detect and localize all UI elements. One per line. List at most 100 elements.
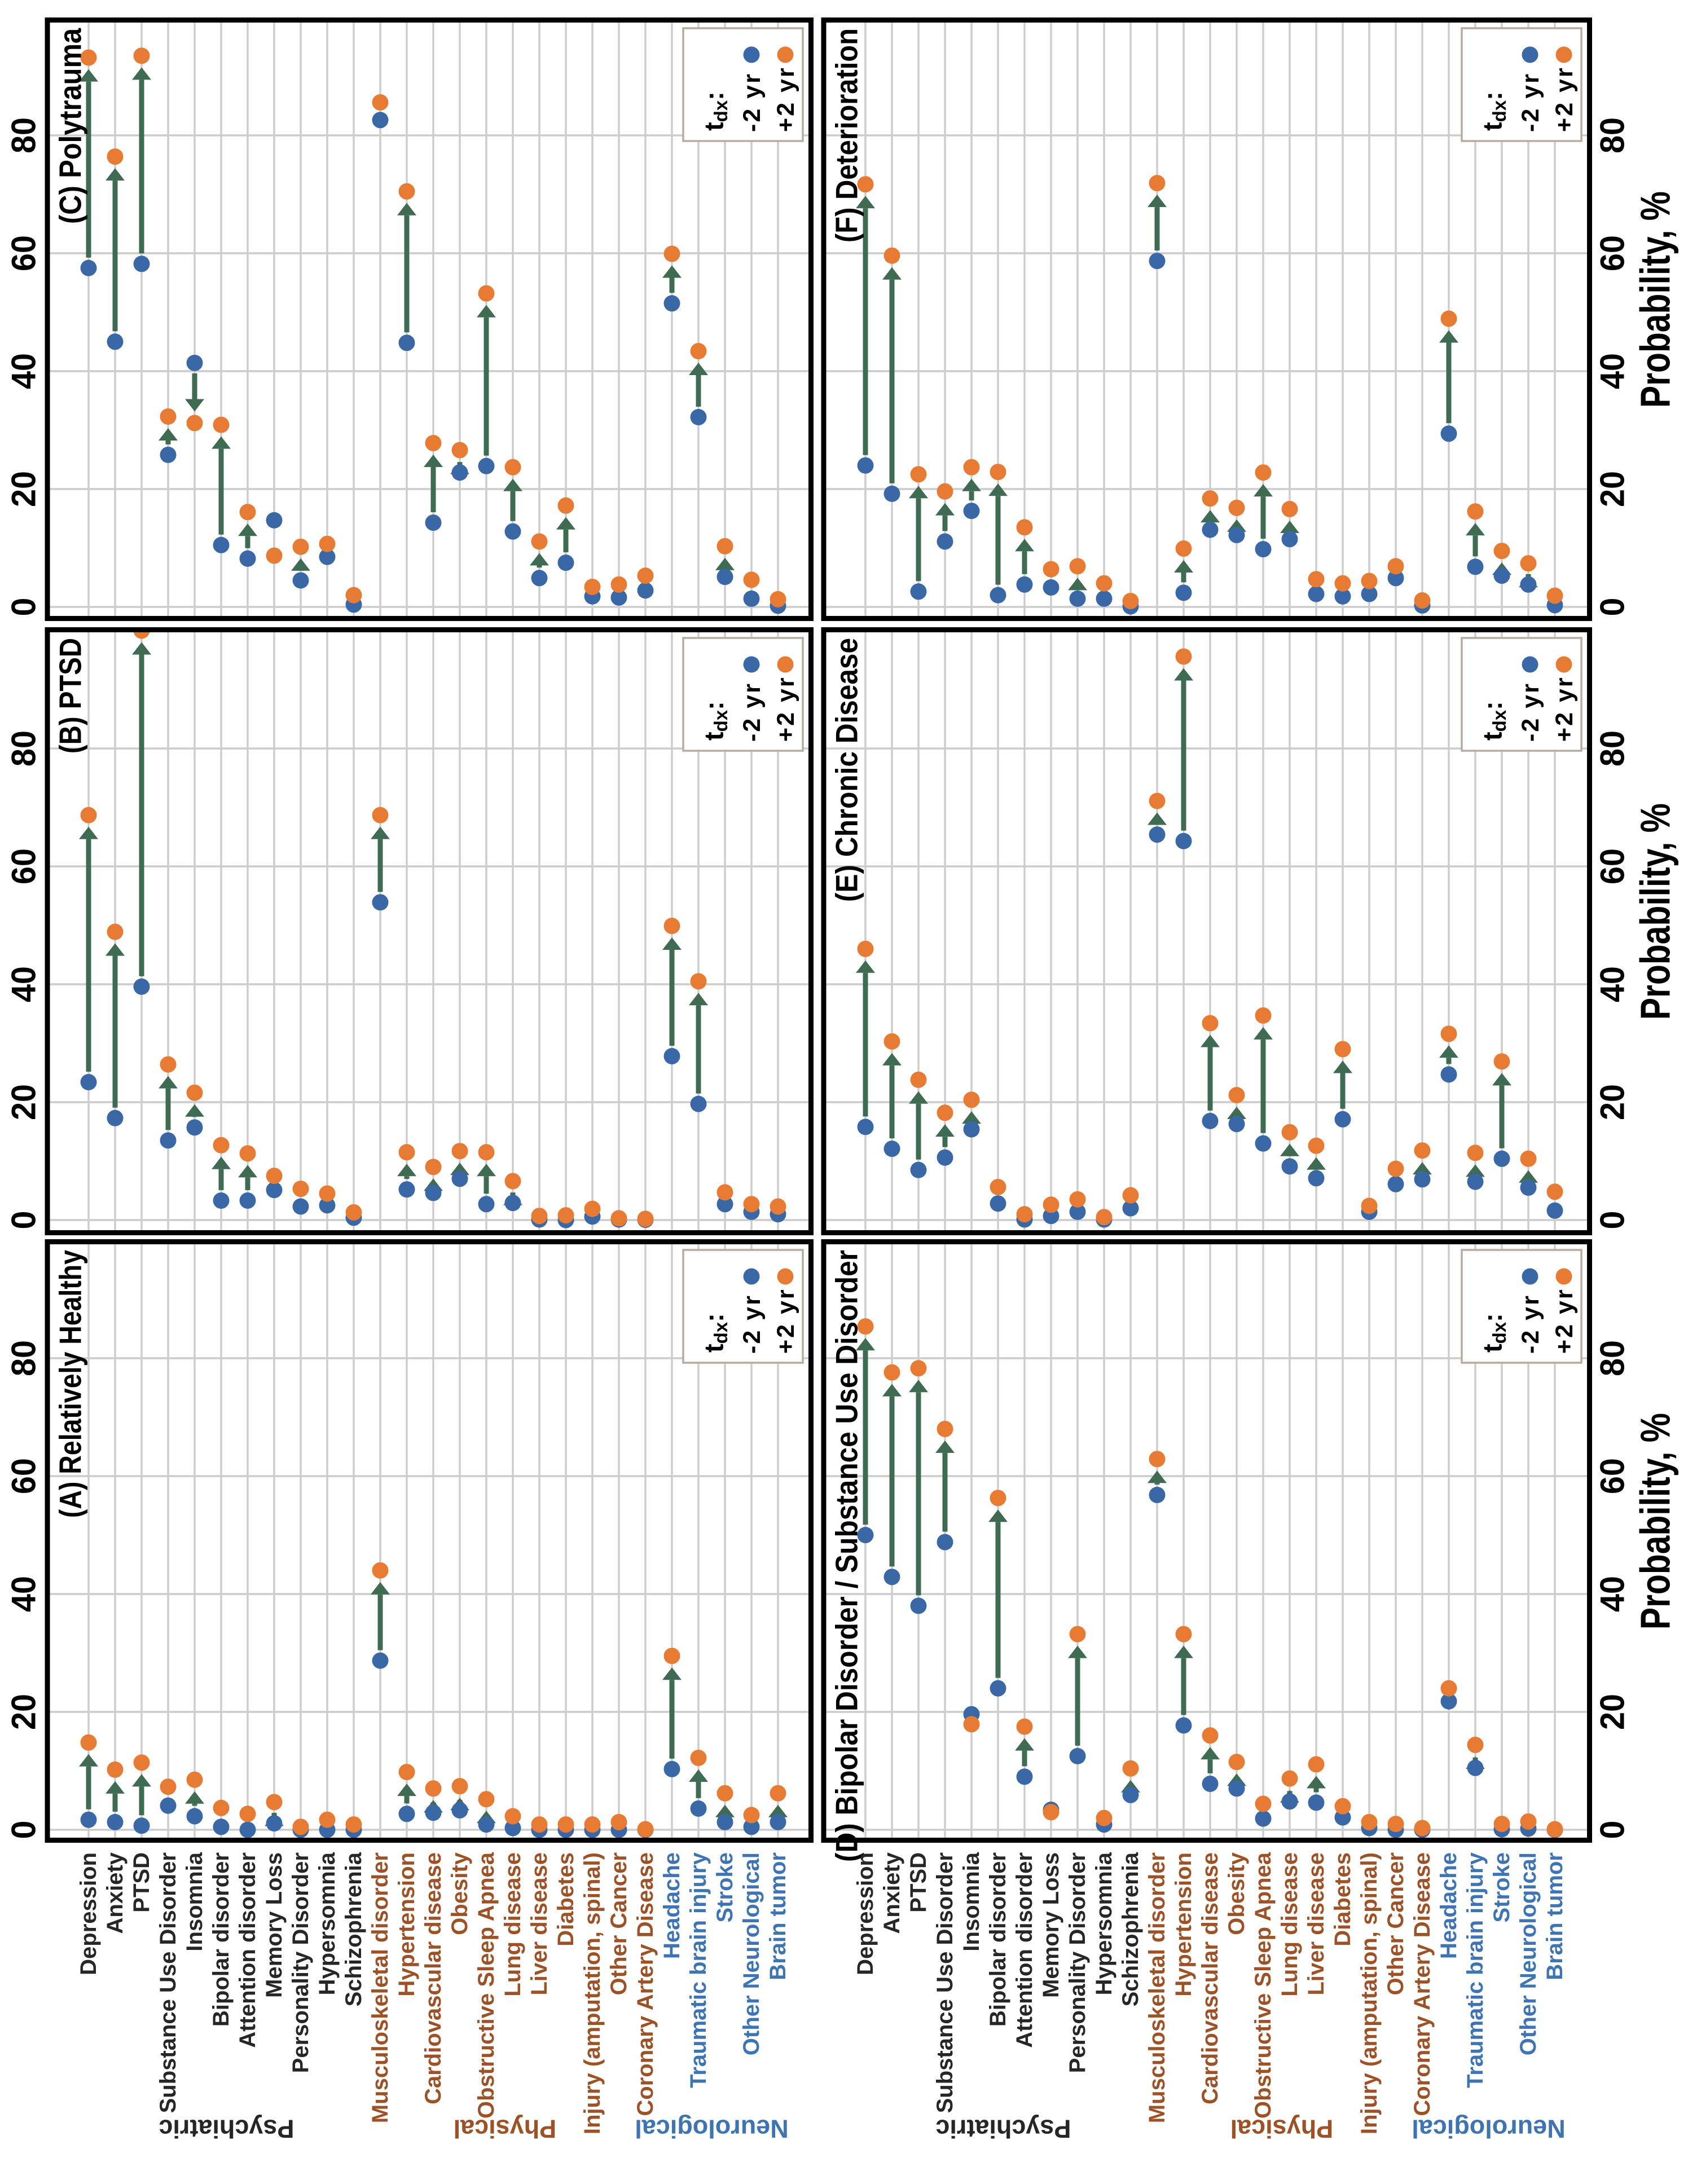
svg-text:60: 60 — [1594, 1458, 1632, 1494]
svg-text:Cardiovascular disease: Cardiovascular disease — [1198, 1852, 1223, 2104]
svg-text:20: 20 — [1594, 1084, 1632, 1120]
svg-text:Bipolar disorder: Bipolar disorder — [209, 1852, 234, 2027]
svg-text:Depression: Depression — [76, 1852, 101, 1975]
svg-text:Other Neurological: Other Neurological — [1516, 1852, 1541, 2055]
svg-text:+2 yr: +2 yr — [1551, 676, 1578, 742]
svg-text:0: 0 — [1594, 1821, 1632, 1839]
svg-text:(B) PTSD: (B) PTSD — [53, 638, 88, 754]
svg-text:40: 40 — [1594, 353, 1632, 389]
svg-text:Memory Loss: Memory Loss — [1039, 1852, 1063, 1998]
svg-text:tdx:: tdx: — [1478, 1313, 1510, 1353]
svg-text:Lung disease: Lung disease — [500, 1852, 525, 1997]
svg-text:Lung disease: Lung disease — [1277, 1852, 1302, 1997]
svg-text:0: 0 — [1594, 1211, 1632, 1230]
svg-text:0: 0 — [5, 598, 43, 617]
svg-text:Other Cancer: Other Cancer — [1383, 1852, 1408, 1995]
svg-text:-2 yr: -2 yr — [738, 682, 766, 742]
svg-text:60: 60 — [5, 1458, 43, 1494]
svg-text:(A) Relatively Healthy: (A) Relatively Healthy — [53, 1250, 88, 1518]
svg-text:20: 20 — [5, 1694, 43, 1730]
svg-text:Neurological: Neurological — [1412, 2115, 1566, 2143]
svg-text:40: 40 — [5, 353, 43, 389]
svg-text:Schizophrenia: Schizophrenia — [1118, 1852, 1143, 2006]
svg-text:+2 yr: +2 yr — [772, 1288, 799, 1354]
svg-text:Cardiovascular disease: Cardiovascular disease — [421, 1852, 446, 2104]
svg-text:Substance Use Disorder: Substance Use Disorder — [156, 1852, 181, 2113]
svg-text:Insomnia: Insomnia — [959, 1852, 984, 1951]
svg-text:Brain tumor: Brain tumor — [1542, 1852, 1567, 1980]
svg-text:0: 0 — [5, 1821, 43, 1839]
svg-text:80: 80 — [1594, 117, 1632, 153]
svg-text:Diabetes: Diabetes — [553, 1852, 578, 1947]
svg-text:Physical: Physical — [1230, 2115, 1334, 2143]
svg-text:-2 yr: -2 yr — [1517, 72, 1544, 132]
svg-text:Insomnia: Insomnia — [182, 1852, 207, 1951]
svg-text:Personality Disorder: Personality Disorder — [288, 1852, 313, 2073]
svg-text:20: 20 — [1594, 471, 1632, 507]
svg-text:Obesity: Obesity — [1224, 1852, 1249, 1935]
svg-text:40: 40 — [1594, 966, 1632, 1002]
svg-text:40: 40 — [5, 1576, 43, 1612]
svg-text:60: 60 — [1594, 848, 1632, 884]
svg-text:Hypertension: Hypertension — [394, 1852, 419, 1997]
svg-text:Headache: Headache — [1436, 1852, 1461, 1959]
svg-text:Attention disorder: Attention disorder — [1012, 1852, 1037, 2048]
svg-text:(F) Deterioration: (F) Deterioration — [829, 28, 864, 243]
svg-text:(C) Polytrauma: (C) Polytrauma — [53, 28, 88, 224]
svg-text:80: 80 — [5, 117, 43, 153]
svg-text:Musculoskeletal disorder: Musculoskeletal disorder — [1145, 1852, 1170, 2123]
svg-text:-2 yr: -2 yr — [1517, 1294, 1544, 1354]
svg-text:40: 40 — [1594, 1576, 1632, 1612]
svg-text:Injury (amputation, spinal): Injury (amputation, spinal) — [580, 1852, 605, 2134]
svg-text:Bipolar disorder: Bipolar disorder — [986, 1852, 1010, 2027]
svg-text:Probability, %: Probability, % — [1632, 191, 1679, 408]
svg-text:20: 20 — [5, 471, 43, 507]
svg-text:20: 20 — [1594, 1694, 1632, 1730]
svg-text:Traumatic brain injury: Traumatic brain injury — [686, 1852, 711, 2088]
svg-text:60: 60 — [5, 848, 43, 884]
svg-text:Injury (amputation, spinal): Injury (amputation, spinal) — [1357, 1852, 1382, 2134]
svg-text:0: 0 — [5, 1211, 43, 1230]
svg-text:Schizophrenia: Schizophrenia — [341, 1852, 366, 2006]
svg-text:Obstructive Sleep Apnea: Obstructive Sleep Apnea — [1251, 1852, 1276, 2119]
svg-text:60: 60 — [1594, 235, 1632, 271]
svg-text:+2 yr: +2 yr — [772, 66, 799, 132]
svg-text:Memory Loss: Memory Loss — [262, 1852, 287, 1998]
svg-text:80: 80 — [1594, 1340, 1632, 1376]
svg-text:tdx:: tdx: — [1478, 91, 1510, 131]
svg-text:Stroke: Stroke — [713, 1852, 737, 1923]
svg-text:Obesity: Obesity — [447, 1852, 472, 1935]
svg-text:Psychiatric: Psychiatric — [159, 2115, 294, 2143]
svg-text:Stroke: Stroke — [1489, 1852, 1514, 1923]
svg-text:Obstructive Sleep Apnea: Obstructive Sleep Apnea — [474, 1852, 499, 2119]
svg-text:+2 yr: +2 yr — [1551, 1288, 1578, 1354]
svg-text:Headache: Headache — [660, 1852, 684, 1959]
svg-text:PTSD: PTSD — [129, 1852, 154, 1913]
svg-text:80: 80 — [5, 730, 43, 767]
svg-text:Hypersomnia: Hypersomnia — [1092, 1852, 1116, 1995]
svg-text:60: 60 — [5, 235, 43, 271]
svg-text:Brain tumor: Brain tumor — [766, 1852, 790, 1980]
svg-text:+2 yr: +2 yr — [1551, 66, 1578, 132]
svg-text:Anxiety: Anxiety — [880, 1852, 904, 1934]
svg-text:Liver disease: Liver disease — [1304, 1852, 1329, 1996]
svg-text:-2 yr: -2 yr — [738, 72, 766, 132]
svg-text:Substance Use Disorder: Substance Use Disorder — [933, 1852, 957, 2113]
svg-text:Psychiatric: Psychiatric — [935, 2115, 1071, 2143]
svg-text:Neurological: Neurological — [635, 2115, 789, 2143]
svg-text:Probability, %: Probability, % — [1632, 803, 1679, 1020]
svg-text:-2 yr: -2 yr — [738, 1294, 766, 1354]
svg-text:Liver disease: Liver disease — [527, 1852, 552, 1996]
svg-text:Personality Disorder: Personality Disorder — [1065, 1852, 1090, 2073]
svg-text:Coronary Artery Disease: Coronary Artery Disease — [1410, 1852, 1435, 2116]
svg-text:40: 40 — [5, 966, 43, 1002]
svg-text:0: 0 — [1594, 598, 1632, 617]
svg-text:-2 yr: -2 yr — [1517, 682, 1544, 742]
svg-text:(D) Bipolar Disorder / Substan: (D) Bipolar Disorder / Substance Use Dis… — [829, 1250, 864, 1862]
svg-text:PTSD: PTSD — [906, 1852, 931, 1913]
svg-text:Other Cancer: Other Cancer — [606, 1852, 631, 1995]
svg-text:Physical: Physical — [454, 2115, 557, 2143]
svg-text:Hypertension: Hypertension — [1171, 1852, 1196, 1997]
svg-text:Coronary Artery Disease: Coronary Artery Disease — [633, 1852, 658, 2116]
svg-text:Hypersomnia: Hypersomnia — [315, 1852, 340, 1995]
